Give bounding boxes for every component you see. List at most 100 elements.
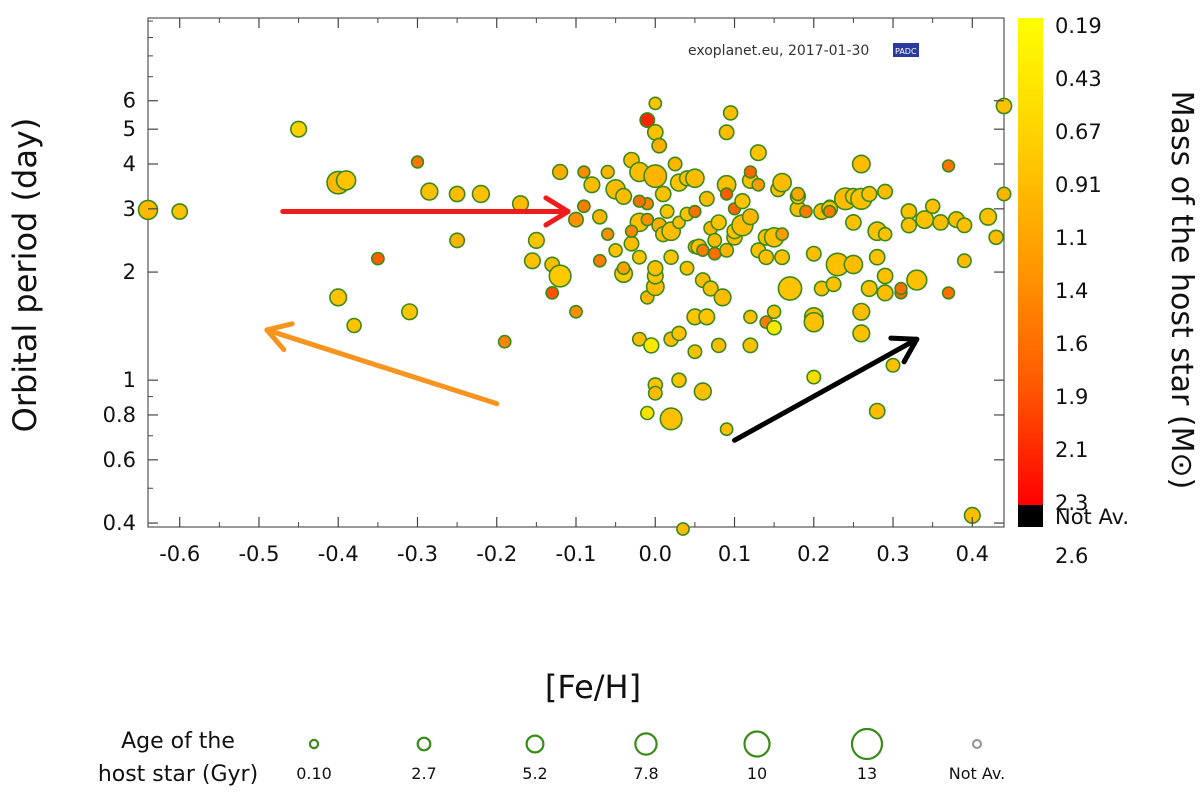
data-point xyxy=(766,304,782,320)
data-point xyxy=(710,214,727,231)
y-tick-label: 0.8 xyxy=(103,403,136,427)
data-point xyxy=(749,144,767,162)
data-point xyxy=(401,303,419,321)
data-point xyxy=(758,249,775,266)
size-legend-marker xyxy=(525,734,545,754)
x-tick-label: -0.4 xyxy=(318,542,359,566)
data-point xyxy=(671,325,687,342)
data-point xyxy=(696,243,710,258)
data-point xyxy=(702,280,719,297)
data-point xyxy=(741,208,760,226)
data-point xyxy=(941,286,956,300)
size-legend-marker xyxy=(971,738,983,750)
axis-ticks: -0.6 -0.5 -0.4 -0.3 -0.2 -0.1 0.0 0.1 0.2 0.3 0.4 6… xyxy=(103,18,1004,566)
data-point xyxy=(654,185,672,203)
x-tick-label: 0.3 xyxy=(876,542,909,566)
data-point xyxy=(707,246,722,261)
data-point xyxy=(548,264,572,288)
data-point xyxy=(734,193,751,210)
data-point xyxy=(719,242,735,258)
data-point xyxy=(877,183,894,200)
x-axis-label: [Fe/H] xyxy=(545,668,641,706)
data-point xyxy=(941,159,956,173)
arrow-head xyxy=(888,335,920,365)
data-point xyxy=(640,212,655,227)
data-point xyxy=(868,402,886,420)
data-point xyxy=(329,288,348,307)
data-point xyxy=(567,211,584,228)
colorbar-label: 1.1 xyxy=(1055,226,1088,250)
data-point xyxy=(719,422,734,437)
data-point xyxy=(370,251,385,266)
data-point xyxy=(639,112,656,129)
data-point xyxy=(631,249,647,265)
data-point xyxy=(623,235,640,252)
data-point xyxy=(577,199,591,214)
data-point xyxy=(643,337,660,354)
data-point xyxy=(774,249,791,266)
data-point xyxy=(448,185,466,203)
data-point xyxy=(659,204,675,220)
size-legend-title-line1: Age of the xyxy=(121,729,235,754)
x-tick-label: 0.0 xyxy=(639,542,672,566)
data-point xyxy=(978,207,998,226)
data-point xyxy=(643,164,668,189)
data-point xyxy=(614,187,633,205)
data-point xyxy=(956,253,972,269)
data-point xyxy=(868,248,886,266)
colorbar-not-available xyxy=(1018,505,1043,527)
data-point xyxy=(420,182,439,201)
colorbar-label: Not Av. xyxy=(1055,505,1129,529)
data-point xyxy=(995,97,1013,115)
plot-area xyxy=(147,17,1005,528)
data-point xyxy=(894,281,908,296)
data-point xyxy=(667,156,683,172)
data-point xyxy=(900,203,918,220)
arrow-shaft xyxy=(732,336,920,443)
arrow-head xyxy=(543,195,571,228)
data-point xyxy=(845,213,862,231)
data-point xyxy=(707,232,723,248)
data-point xyxy=(719,187,734,201)
size-legend-marker xyxy=(308,738,320,750)
colorbar-label: 0.19 xyxy=(1055,14,1102,38)
data-point xyxy=(956,217,973,234)
x-tick-label: -0.3 xyxy=(397,542,438,566)
data-point xyxy=(410,155,425,169)
size-legend-label: 10 xyxy=(747,764,767,783)
data-point xyxy=(676,522,690,536)
data-point xyxy=(608,243,623,258)
x-tick-label: 0.4 xyxy=(956,542,989,566)
data-point xyxy=(679,260,695,276)
data-point xyxy=(751,177,766,192)
colorbar-label: 1.9 xyxy=(1055,385,1088,409)
data-point xyxy=(852,324,871,343)
size-legend-label: Not Av. xyxy=(949,764,1005,783)
data-point xyxy=(698,190,715,207)
size-legend: 0.10 2.7 5.2 7.8 10 13 Not Av. xyxy=(296,727,1005,783)
annotation-arrows xyxy=(264,195,920,443)
y-tick-label: 2 xyxy=(123,260,136,284)
y-tick-label: 3 xyxy=(123,197,136,221)
watermark: exoplanet.eu, 2017-01-30 xyxy=(688,43,869,59)
data-point xyxy=(583,176,601,194)
data-point xyxy=(988,229,1004,246)
colorbar-label: 1.4 xyxy=(1055,279,1088,303)
data-point xyxy=(523,252,542,270)
y-tick-label: 0.4 xyxy=(103,511,136,535)
y-tick-label: 1 xyxy=(123,368,136,392)
data-point xyxy=(592,253,607,268)
data-point xyxy=(497,334,512,349)
size-legend-label: 2.7 xyxy=(411,764,436,783)
size-legend-title-line2: host star (Gyr) xyxy=(98,762,258,787)
data-point xyxy=(766,319,782,336)
data-point xyxy=(671,372,687,389)
data-point xyxy=(647,385,663,401)
data-point xyxy=(906,269,928,291)
data-point xyxy=(799,204,813,219)
data-point xyxy=(861,185,878,203)
data-point xyxy=(825,276,842,293)
x-tick-label: 0.2 xyxy=(797,542,830,566)
data-point xyxy=(449,232,466,249)
